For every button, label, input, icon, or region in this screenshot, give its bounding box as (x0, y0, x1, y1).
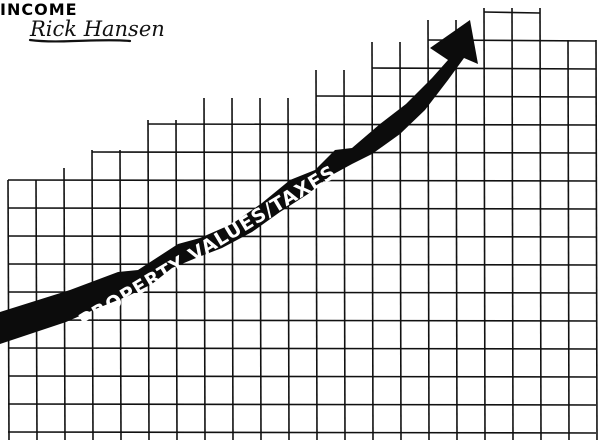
grid-line-vertical (175, 119, 178, 441)
grid-line-horizontal (147, 123, 597, 126)
grid-line-horizontal (7, 403, 597, 406)
grid-line-vertical (343, 69, 346, 441)
grid-line-vertical (511, 7, 514, 441)
property-values-taxes-label: PROPERTY VALUES/TAXES (75, 161, 340, 332)
grid-line-horizontal (7, 235, 597, 238)
property-arrow-band (0, 20, 478, 344)
grid-line-horizontal (7, 431, 597, 434)
grid-line-vertical (287, 97, 290, 441)
grid-line-vertical (399, 41, 402, 441)
grid-line-vertical (259, 97, 262, 441)
grid-line-horizontal (7, 347, 597, 350)
grid-line-vertical (371, 41, 374, 441)
grid-line-horizontal (7, 207, 597, 210)
signature-text: Rick Hansen (29, 17, 165, 41)
grid-line-vertical (203, 97, 206, 441)
grid-line-vertical (483, 7, 486, 441)
grid-line-horizontal (7, 319, 597, 322)
grid-line-vertical (539, 7, 542, 441)
grid-line-vertical (567, 39, 570, 441)
grid-line-horizontal (371, 67, 597, 70)
grid-line-horizontal (315, 95, 597, 98)
grid-line-horizontal (483, 11, 541, 14)
grid-line-vertical (455, 19, 458, 441)
grid-line-horizontal (7, 375, 597, 378)
grid-line-vertical (315, 69, 318, 441)
income-label: INCOME (0, 0, 78, 19)
grid-line-vertical (595, 39, 598, 441)
grid-line-horizontal (7, 263, 597, 266)
income-arrow: INCOME (0, 0, 78, 19)
artist-signature: Rick Hansen (28, 17, 165, 43)
signature-underline (28, 38, 132, 43)
grid-line-vertical (231, 97, 234, 441)
chart-grid (7, 7, 598, 441)
